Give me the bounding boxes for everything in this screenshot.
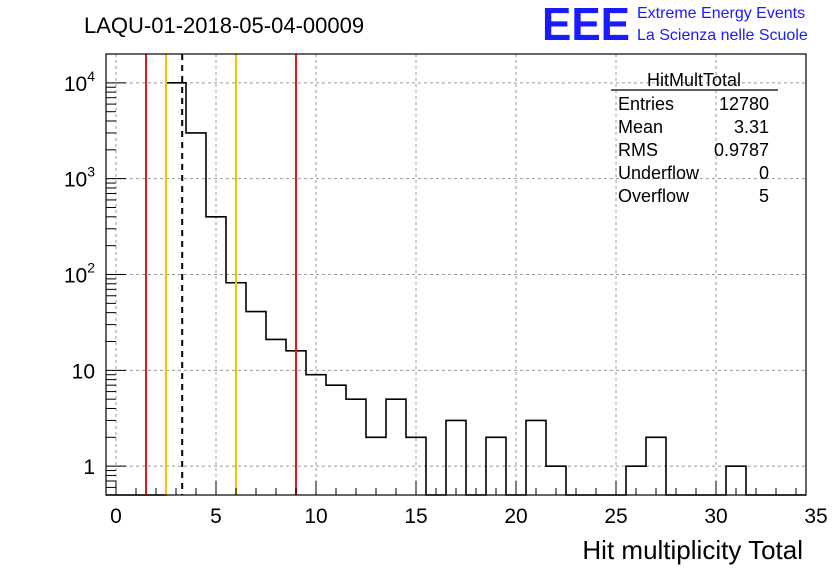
stats-value: 3.31 [734, 117, 769, 137]
stats-value: 5 [759, 186, 769, 206]
brand-line-1: Extreme Energy Events [637, 5, 805, 22]
histogram-bars [106, 82, 806, 496]
brand-line-2: La Scienza nelle Scuole [637, 27, 808, 44]
histogram-bin [306, 375, 326, 495]
histogram-bin [646, 437, 666, 495]
x-tick-label: 0 [110, 505, 122, 528]
stats-label: Mean [618, 117, 663, 137]
y-tick-label: 1 [83, 456, 95, 479]
plot-frame [105, 53, 807, 496]
y-tick-label: 104 [64, 68, 95, 96]
chart-title: LAQU-01-2018-05-04-00009 [84, 13, 364, 38]
x-tick-label: 15 [404, 505, 427, 528]
stats-value: 12780 [719, 94, 769, 114]
x-tick-label: 25 [604, 505, 627, 528]
histogram-bin [446, 420, 466, 495]
grid-lines [106, 54, 806, 495]
axes: 0 5 10 15 20 25 30 35 1 10 102 103 104 [64, 68, 828, 528]
y-tick-label: 10 [72, 360, 95, 383]
stats-title: HitMultTotal [647, 70, 741, 90]
cut-lines [145, 54, 297, 495]
stats-label: RMS [618, 140, 658, 160]
stats-box: HitMultTotal Entries 12780 Mean 3.31 RMS 0.97… [611, 70, 778, 206]
histogram-bin [386, 399, 406, 495]
x-tick-label: 5 [210, 505, 222, 528]
histogram-bin [366, 437, 386, 495]
x-tick-label: 20 [504, 505, 527, 528]
histogram-bin [206, 217, 226, 495]
y-tick-label: 102 [64, 260, 95, 288]
stats-label: Entries [618, 94, 674, 114]
histogram-bin [486, 437, 506, 495]
histogram-bin [266, 339, 286, 495]
histogram-bin [186, 133, 206, 495]
x-tick-label: 10 [304, 505, 327, 528]
histogram-bin [526, 420, 546, 495]
eee-logo: EEE [542, 0, 630, 50]
histogram-bin [326, 385, 346, 495]
histogram-bin [346, 399, 366, 495]
stats-value: 0.9787 [714, 140, 769, 160]
stats-label: Overflow [618, 186, 690, 206]
stats-label: Underflow [618, 163, 700, 183]
x-axis-label: Hit multiplicity Total [582, 535, 803, 565]
histogram-bin [246, 312, 266, 495]
x-tick-label: 35 [804, 505, 827, 528]
x-tick-label: 30 [704, 505, 727, 528]
y-tick-label: 103 [64, 164, 95, 192]
stats-value: 0 [759, 163, 769, 183]
